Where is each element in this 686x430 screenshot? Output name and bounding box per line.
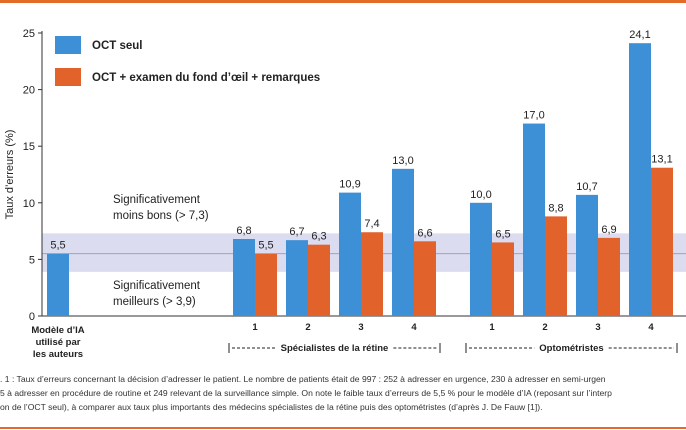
caption-line: . 1 : Taux d’erreurs concernant la décis… bbox=[0, 374, 606, 384]
y-axis-label: Taux d’erreurs (%) bbox=[4, 130, 16, 220]
bar-retina-oct-only bbox=[339, 192, 361, 316]
legend-label-oct-plus: OCT + examen du fond d’œil + remarques bbox=[92, 72, 320, 84]
figure-caption: . 1 : Taux d’erreurs concernant la décis… bbox=[0, 372, 686, 414]
caption-line: 5 à adresser en procédure de routine et … bbox=[0, 388, 612, 398]
x-category-label: 3 bbox=[595, 322, 600, 333]
bar-optometrist-oct-only bbox=[470, 202, 492, 316]
bar-retina-oct-only-value: 6,8 bbox=[236, 225, 251, 237]
bar-optometrist-oct-only-value: 10,0 bbox=[470, 189, 491, 201]
bar-optometrist-oct-plus-value: 8,8 bbox=[548, 202, 563, 214]
bar-retina-oct-only-value: 13,0 bbox=[392, 155, 413, 167]
bar-optometrist-oct-plus bbox=[545, 216, 567, 316]
x-category-label: 4 bbox=[411, 322, 417, 333]
bar-optometrist-oct-only bbox=[523, 123, 545, 316]
y-tick-label: 5 bbox=[29, 254, 35, 266]
bar-optometrist-oct-plus-value: 6,9 bbox=[601, 224, 616, 236]
bar-retina-oct-plus bbox=[255, 253, 277, 316]
x-category-label: 3 bbox=[358, 322, 363, 333]
bar-ai-model-value: 5,5 bbox=[50, 240, 65, 252]
y-tick-label: 0 bbox=[29, 311, 35, 323]
bar-retina-oct-only-value: 10,9 bbox=[339, 179, 360, 191]
legend-swatch-oct-only bbox=[55, 36, 81, 54]
x-category-label: 2 bbox=[305, 322, 310, 333]
group-label: Spécialistes de la rétine bbox=[281, 343, 389, 354]
bar-retina-oct-plus bbox=[414, 241, 436, 316]
error-rate-bar-chart: 0 5 10 15 20 25 Taux d’erreurs (%) OCT seul OCT … bbox=[4, 28, 686, 360]
legend-swatch-oct-plus bbox=[55, 68, 81, 86]
bar-retina-oct-only bbox=[233, 239, 255, 316]
bar-retina-oct-plus bbox=[361, 232, 383, 316]
bar-retina-oct-plus-value: 5,5 bbox=[258, 240, 273, 252]
bar-optometrist-oct-plus-value: 13,1 bbox=[651, 154, 672, 166]
ai-model-label: les auteurs bbox=[33, 349, 83, 360]
bar-optometrist-oct-only bbox=[576, 194, 598, 316]
y-tick-label: 10 bbox=[23, 198, 35, 210]
bar-ai-model bbox=[47, 253, 69, 316]
bar-retina-oct-plus-value: 6,3 bbox=[311, 231, 326, 243]
ai-model-label: Modèle d’IA bbox=[31, 325, 84, 336]
bar-optometrist-oct-plus bbox=[598, 237, 620, 316]
bar-retina-oct-plus bbox=[308, 244, 330, 316]
x-category-label: 1 bbox=[252, 322, 258, 333]
bar-optometrist-oct-only-value: 10,7 bbox=[576, 181, 597, 193]
bar-optometrist-oct-only-value: 24,1 bbox=[629, 29, 650, 41]
bar-optometrist-oct-only-value: 17,0 bbox=[523, 110, 544, 122]
y-tick-label: 15 bbox=[23, 141, 35, 153]
top-accent-rule bbox=[0, 0, 686, 3]
ai-model-label: utilisé par bbox=[36, 337, 81, 348]
x-category-label: 4 bbox=[648, 322, 654, 333]
annotation-better: Significativement bbox=[113, 280, 201, 292]
bar-retina-oct-plus-value: 7,4 bbox=[364, 218, 379, 230]
caption-line: on de l’OCT seul), à comparer aux taux p… bbox=[0, 402, 543, 412]
legend-label-oct-only: OCT seul bbox=[92, 40, 142, 52]
bar-retina-oct-plus-value: 6,6 bbox=[417, 227, 432, 239]
bar-optometrist-oct-only bbox=[629, 43, 651, 317]
bar-optometrist-oct-plus bbox=[651, 167, 673, 316]
x-category-label: 2 bbox=[542, 322, 547, 333]
y-tick-label: 20 bbox=[23, 85, 35, 97]
annotation-worse: Significativement bbox=[113, 194, 201, 206]
bar-retina-oct-only bbox=[392, 168, 414, 316]
bar-optometrist-oct-plus bbox=[492, 242, 514, 316]
y-tick-label: 25 bbox=[23, 28, 35, 40]
group-label: Optométristes bbox=[539, 343, 603, 354]
bottom-accent-rule bbox=[0, 427, 686, 429]
bar-retina-oct-only bbox=[286, 240, 308, 316]
bar-retina-oct-only-value: 6,7 bbox=[289, 226, 304, 238]
annotation-better: meilleurs (> 3,9) bbox=[113, 296, 196, 308]
annotation-worse: moins bons (> 7,3) bbox=[113, 210, 209, 222]
bar-optometrist-oct-plus-value: 6,5 bbox=[495, 228, 510, 240]
x-category-label: 1 bbox=[489, 322, 495, 333]
